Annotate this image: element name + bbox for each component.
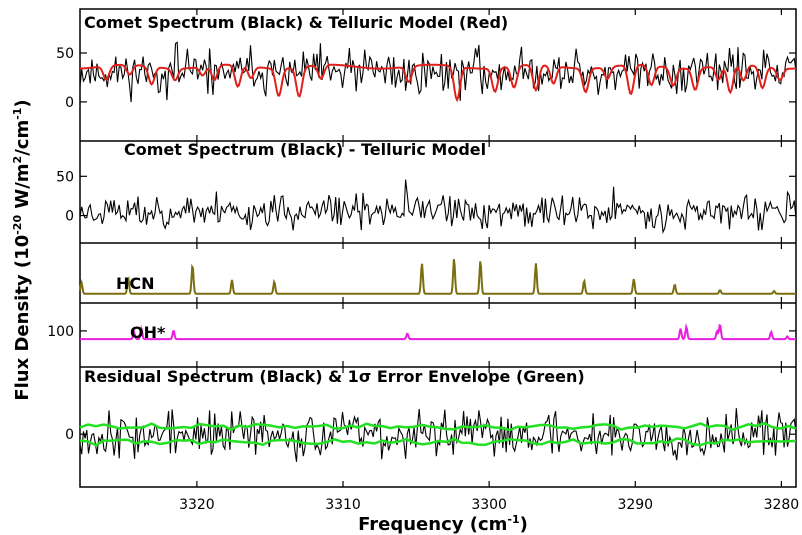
panel-label: HCN bbox=[116, 274, 155, 293]
x-tick-label: 3310 bbox=[325, 497, 361, 513]
series-line bbox=[79, 408, 797, 462]
panel-title: Comet Spectrum (Black) - Telluric Model bbox=[124, 140, 486, 159]
x-axis-label: Frequency (cm-1) bbox=[358, 513, 528, 535]
y-tick-label: 50 bbox=[56, 169, 74, 185]
panel-3: HCN bbox=[79, 242, 796, 303]
panel-1: 0 50 Comet Spectrum (Black) & Telluric Mod… bbox=[56, 9, 797, 141]
y-tick-label: 100 bbox=[47, 324, 74, 340]
panel-5: 0 Residual Spectrum (Black) & 1σ Error En… bbox=[65, 366, 797, 487]
x-tick-label: 3290 bbox=[617, 497, 653, 513]
series-error-envelope bbox=[79, 421, 797, 432]
series-telluric-model bbox=[79, 63, 796, 103]
plot-frame bbox=[79, 8, 797, 488]
x-tick-label: 3320 bbox=[179, 497, 215, 513]
x-tick-label: 3300 bbox=[471, 497, 507, 513]
x-tick-label: 3280 bbox=[764, 497, 800, 513]
panel-title: Residual Spectrum (Black) & 1σ Error Env… bbox=[84, 367, 585, 386]
y-tick-label: 0 bbox=[65, 95, 74, 111]
panel-4: 100 OH* bbox=[47, 302, 796, 367]
series-emission-model bbox=[79, 259, 796, 295]
plot-area: 0 50 Comet Spectrum (Black) & Telluric Mod… bbox=[11, 8, 800, 535]
series-error-envelope bbox=[79, 437, 797, 447]
panel-2: 0 50 Comet Spectrum (Black) - Telluric Mod… bbox=[56, 140, 797, 243]
y-tick-label: 50 bbox=[56, 46, 74, 62]
panel-title: Comet Spectrum (Black) & Telluric Model … bbox=[84, 13, 508, 32]
series-line bbox=[79, 179, 797, 235]
y-tick-label: 0 bbox=[65, 427, 74, 443]
y-axis-label: Flux Density (10-20 W/m2/cm-1) bbox=[11, 99, 33, 400]
panel-label: OH* bbox=[130, 323, 166, 342]
y-tick-label: 0 bbox=[65, 209, 74, 225]
series-emission-model bbox=[80, 323, 796, 341]
